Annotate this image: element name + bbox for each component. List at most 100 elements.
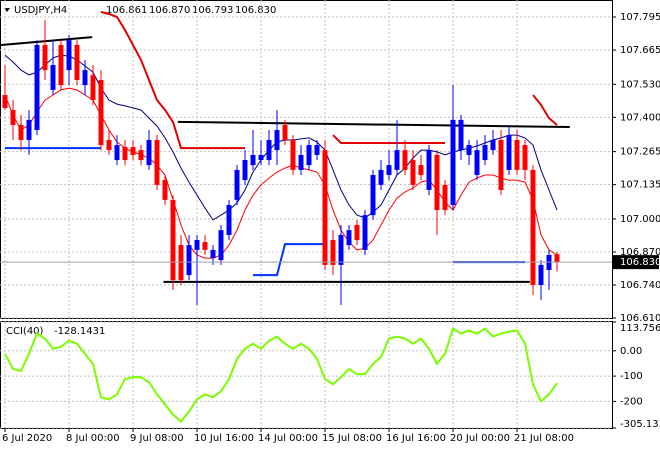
candle-body — [162, 180, 168, 200]
candle-body — [10, 109, 16, 125]
y-tick-label: 106.610 — [620, 313, 660, 324]
candle-body — [82, 70, 88, 86]
y-tick-label: 106.740 — [620, 280, 660, 291]
cci-title: CCI(40) — [6, 326, 44, 337]
candle-body — [378, 169, 384, 185]
candle-body — [522, 145, 528, 170]
cci-tick-label: 113.7569 — [620, 323, 660, 334]
cci-value: -128.1431 — [54, 326, 105, 337]
x-tick-label: 14 Jul 00:00 — [258, 433, 318, 444]
cci-tick-label: -100 — [620, 371, 643, 382]
candle-body — [66, 40, 72, 71]
y-tick-label: 107.530 — [620, 79, 660, 90]
indicator-line — [4, 87, 558, 259]
candle-body — [130, 147, 136, 155]
candle-body — [530, 169, 536, 285]
candle-body — [74, 44, 80, 81]
candle-body — [146, 139, 152, 166]
cci-line — [4, 326, 558, 424]
y-tick-label: 107.795 — [620, 12, 660, 23]
cci-tick-label: -200 — [620, 396, 643, 407]
candle-body — [418, 165, 424, 176]
candle-body — [482, 145, 488, 161]
candle-body — [402, 150, 408, 170]
candle-body — [138, 150, 144, 161]
cci-tick-label: -305.1338 — [620, 419, 660, 430]
current-price-label: 106.830 — [620, 257, 660, 268]
y-tick-label: 106.870 — [620, 247, 660, 258]
candle-body — [242, 160, 248, 181]
candle-body — [42, 44, 48, 71]
candle-body — [186, 245, 192, 276]
candle-body — [306, 145, 312, 166]
candle-body — [466, 145, 472, 155]
candle-body — [362, 215, 368, 250]
x-tick-label: 16 Jul 16:00 — [386, 433, 446, 444]
ohlc-label: 106.870 — [149, 5, 190, 16]
candle-body — [274, 130, 280, 151]
candle-body — [474, 150, 480, 176]
candle-body — [322, 150, 328, 265]
candle-body — [122, 147, 128, 161]
candle-body — [394, 150, 400, 170]
candle-body — [18, 124, 24, 140]
candle-body — [234, 169, 240, 200]
candle-body — [98, 80, 104, 146]
candle-body — [258, 154, 264, 161]
indicator-line — [4, 54, 558, 221]
candle-body — [114, 145, 120, 161]
current-price-box — [613, 255, 659, 270]
candle-body — [314, 145, 320, 155]
candle-body — [26, 119, 32, 140]
candle-body — [554, 254, 560, 263]
symbol-title: USDJPY,H4 — [14, 5, 67, 16]
candle-body — [250, 154, 256, 166]
candle-body — [434, 154, 440, 211]
candle-body — [426, 150, 432, 190]
y-tick-label: 107.135 — [620, 180, 660, 191]
ohlc-label: 106.793 — [192, 5, 233, 16]
candle-body — [202, 242, 208, 250]
candle-body — [178, 245, 184, 281]
candle-body — [458, 119, 464, 151]
candle-body — [346, 230, 352, 246]
x-tick-label: 10 Jul 16:00 — [194, 433, 254, 444]
candle-body — [442, 184, 448, 211]
candle-body — [298, 154, 304, 170]
x-tick-label: 9 Jul 08:00 — [130, 433, 184, 444]
y-tick-label: 107.665 — [620, 45, 660, 56]
candle-body — [50, 65, 56, 90]
x-tick-label: 6 Jul 2020 — [2, 433, 52, 444]
candle-body — [210, 249, 216, 259]
indicator-line — [100, 10, 558, 150]
candle-body — [266, 139, 272, 161]
candle-body — [34, 44, 40, 131]
candle-body — [58, 44, 64, 86]
y-tick-label: 107.400 — [620, 112, 660, 123]
candle-body — [506, 135, 512, 170]
x-tick-label: 20 Jul 00:00 — [450, 433, 510, 444]
x-tick-label: 8 Jul 00:00 — [66, 433, 120, 444]
main-panel-frame — [0, 0, 613, 319]
y-tick-label: 107.265 — [620, 147, 660, 158]
candle-body — [514, 139, 520, 170]
candle-body — [90, 75, 96, 101]
ohlc-label: 106.830 — [235, 5, 276, 16]
candle-body — [450, 119, 456, 205]
candle-body — [218, 230, 224, 261]
candle-body — [170, 199, 176, 281]
candle-body — [538, 264, 544, 285]
candle-body — [290, 139, 296, 170]
candle-body — [226, 204, 232, 235]
y-tick-label: 107.000 — [620, 214, 660, 225]
candle-body — [370, 175, 376, 216]
trendline — [0, 36, 93, 46]
cci-tick-label: 0.00 — [620, 346, 642, 357]
trendline — [177, 120, 570, 128]
candle-body — [282, 124, 288, 140]
x-tick-label: 21 Jul 08:00 — [514, 433, 574, 444]
candle-body — [2, 94, 8, 108]
candle-body — [194, 240, 200, 250]
candle-body — [338, 234, 344, 265]
candle-body — [154, 139, 160, 185]
